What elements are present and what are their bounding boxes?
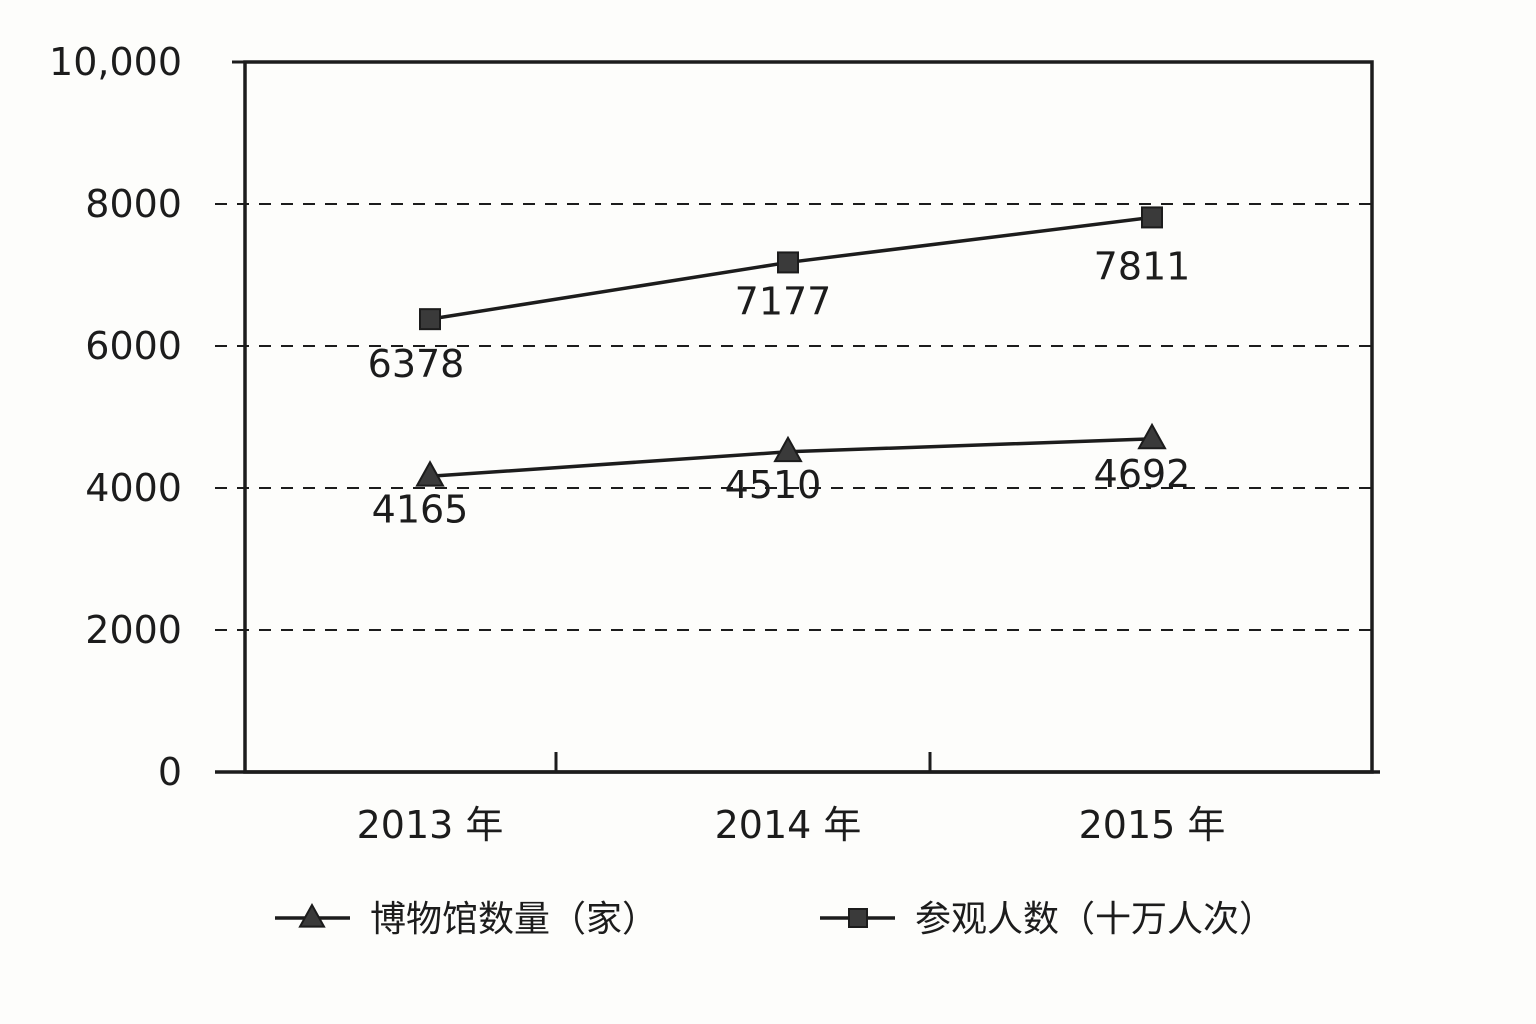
visitor-count-point	[777, 251, 799, 274]
x-tick-label: 2013 年	[357, 803, 504, 847]
x-axis-ticks: 2013 年 2014 年 2015 年	[357, 803, 1226, 847]
museum-count-data-label: 4165	[372, 487, 469, 531]
museum-count-point	[773, 435, 803, 463]
y-tick-label: 0	[158, 750, 182, 794]
visitor-count-point	[1141, 206, 1163, 229]
grid-lines	[215, 203, 1372, 631]
visitor-count-data-label: 7177	[735, 279, 832, 323]
visitor-count-point	[419, 308, 441, 331]
museum-count-point	[1137, 422, 1167, 450]
data-labels: 4165 4510 4692 6378 7177 7811	[368, 244, 1191, 531]
x-tick-label: 2015 年	[1079, 803, 1226, 847]
legend-label: 博物馆数量（家）	[370, 899, 658, 940]
plot-border	[243, 60, 1374, 774]
series-lines	[415, 206, 1167, 487]
y-tick-label: 4000	[85, 466, 182, 510]
y-tick-label: 6000	[85, 324, 182, 368]
legend-item: 博物馆数量（家）	[275, 899, 658, 940]
y-tick-label: 10,000	[49, 40, 182, 84]
museum-count-data-label: 4692	[1094, 452, 1191, 496]
visitor-count-data-label: 7811	[1094, 244, 1191, 288]
legend-triangle-icon	[298, 902, 326, 928]
legend-square-icon	[848, 908, 868, 928]
y-tick-label: 2000	[85, 608, 182, 652]
legend-item: 参观人数（十万人次）	[820, 899, 1275, 940]
museum-count-point	[415, 460, 445, 487]
legend-label: 参观人数（十万人次）	[915, 899, 1275, 940]
visitor-count-data-label: 6378	[368, 342, 465, 386]
legend: 博物馆数量（家） 参观人数（十万人次）	[275, 899, 1275, 940]
x-tick-label: 2014 年	[715, 803, 862, 847]
y-axis-ticks: 0 2000 4000 6000 8000 10,000	[49, 40, 182, 794]
museum-count-data-label: 4510	[725, 463, 822, 507]
plot-frame	[215, 60, 1380, 774]
y-tick-label: 8000	[85, 182, 182, 226]
